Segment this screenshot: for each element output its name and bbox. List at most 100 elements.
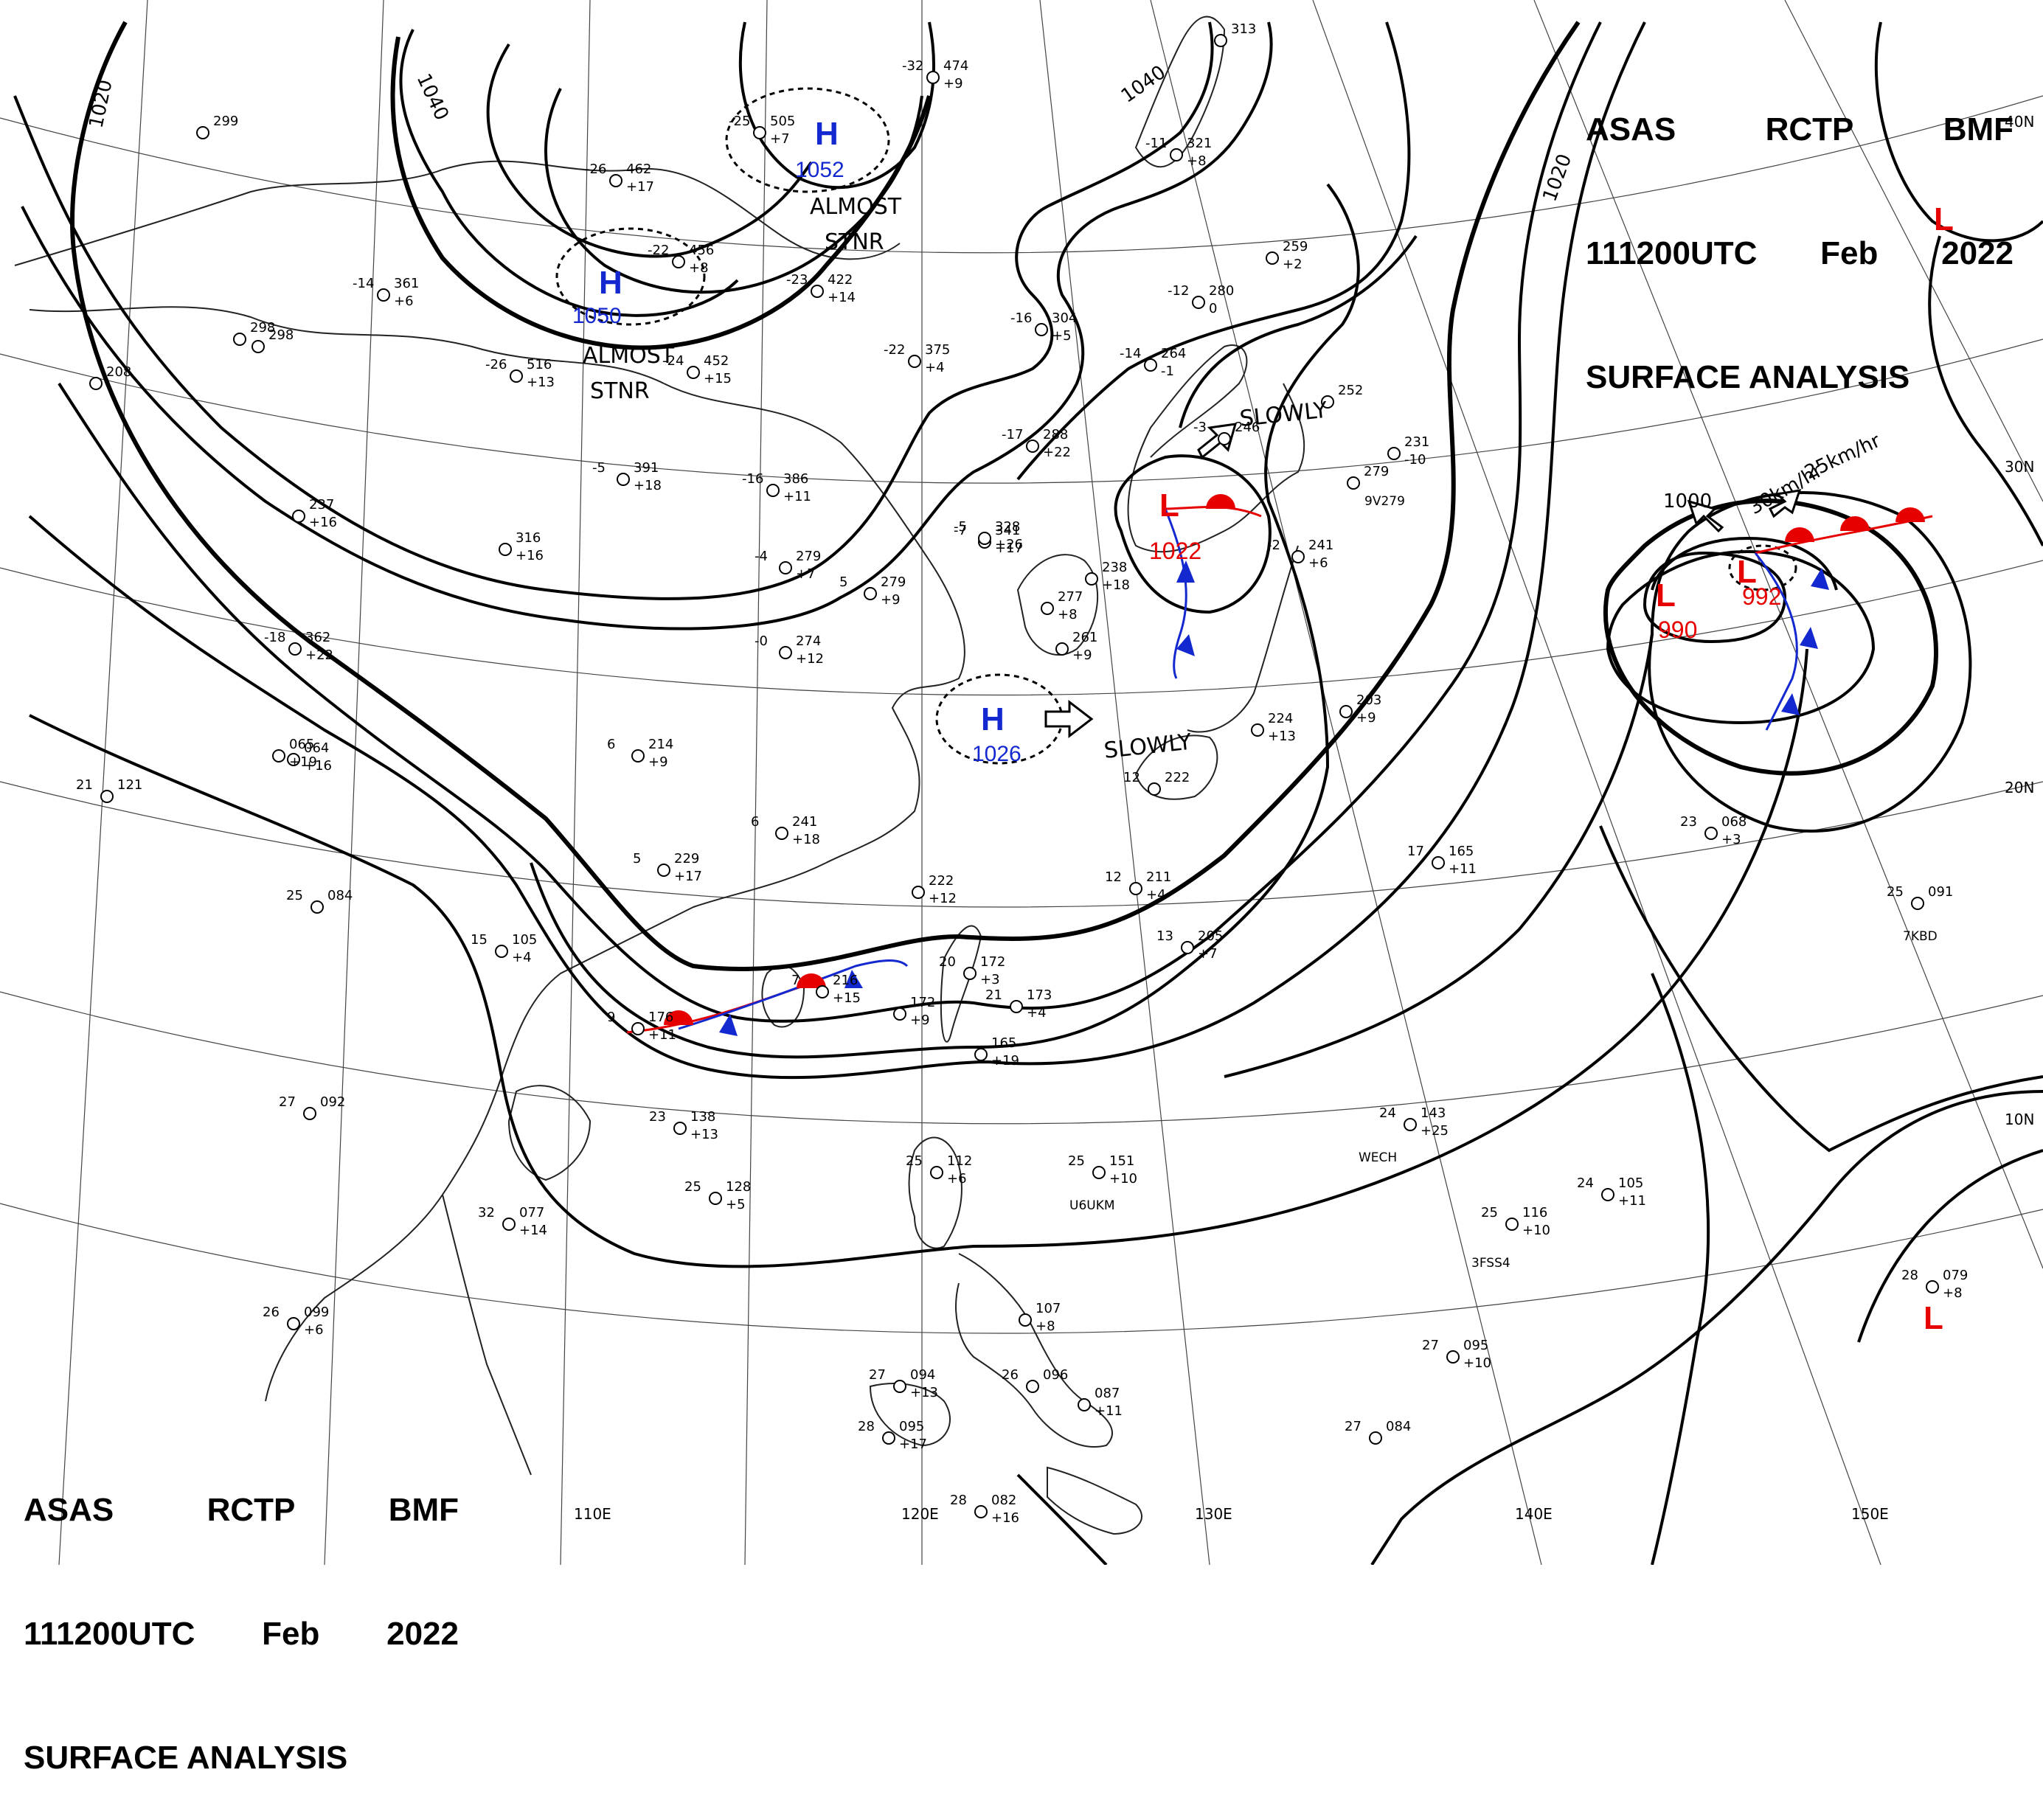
station-tendency: +22 [1043,445,1071,460]
station-tendency: +9 [943,76,963,91]
station-pressure: 241 [792,814,817,830]
station-tendency: +19 [991,1053,1019,1069]
station-pressure: 092 [320,1094,345,1110]
station-pressure: 165 [1449,844,1474,859]
high-symbol: H [815,116,839,152]
station-circle [287,753,300,766]
station-circle [499,543,512,556]
station-circle [1387,447,1401,460]
station-temp: 25 [286,888,303,903]
station-pressure: 313 [1231,21,1256,37]
station-pressure: 151 [1109,1153,1134,1169]
station-circle [1214,34,1227,47]
station-temp: -5 [592,460,606,476]
isobar-label: 1000 [1663,490,1712,513]
station-tendency: +11 [648,1027,676,1043]
station-temp: -14 [1120,346,1141,361]
station-circle [1291,550,1305,563]
station-pressure: 474 [943,58,968,74]
header-time: 111200UTC [24,1616,195,1652]
station-tendency: +6 [1308,555,1328,571]
header-month: Feb [262,1616,320,1652]
station-tendency: +3 [980,972,1000,987]
station-tendency: +26 [995,537,1023,552]
station-circle [1911,897,1924,910]
low-symbol: L [1737,554,1757,590]
station-pressure: 112 [947,1153,972,1169]
station-tendency: +8 [1058,607,1078,622]
station-pressure: 298 [268,327,294,343]
lon-label: 140E [1515,1505,1553,1523]
station-pressure: 172 [910,995,935,1010]
station-pressure: 274 [796,633,821,649]
station-circle [89,377,103,390]
station-temp: 28 [1901,1268,1918,1283]
station-pressure: 341 [995,523,1020,538]
station-circle [1926,1280,1939,1293]
station-pressure: 238 [1102,560,1127,575]
station-circle [1339,705,1353,718]
station-tendency: +16 [304,758,332,774]
header-top-right: ASAS RCTP BMF 111200UTC Feb 2022 SURFACE… [1586,27,2013,440]
lon-label: 110E [574,1505,611,1523]
station-temp: -18 [264,630,285,645]
station-temp: 25 [906,1153,923,1169]
station-temp: -24 [662,353,684,369]
lon-label: 130E [1195,1505,1232,1523]
station-pressure: 099 [304,1305,329,1320]
station-circle [510,369,523,383]
station-pressure: 279 [796,549,821,564]
lon-label: 150E [1851,1505,1889,1523]
station-circle [766,484,780,497]
station-temp: -22 [884,342,905,358]
station-pressure: 277 [1058,589,1083,605]
station-pressure: 288 [1043,427,1068,442]
station-tendency: +8 [1036,1319,1055,1334]
station-circle [978,532,991,545]
station-pressure: 216 [833,973,858,988]
ship-id: WECH [1359,1150,1397,1165]
station-temp: 27 [869,1367,886,1383]
station-temp: 5 [839,574,847,590]
high-value: 1052 [795,158,844,182]
station-tendency: +10 [1522,1223,1550,1238]
station-tendency: +13 [1268,729,1296,744]
station-pressure: 224 [1268,711,1293,726]
station-tendency: +4 [512,950,532,965]
ship-ids: WECH U6UKM 3FSS4 7KBD 9V279 [1069,494,1938,1271]
station-tendency: +2 [1283,257,1303,272]
station-circle [1505,1218,1519,1231]
station-tendency: +17 [995,541,1023,556]
station-circle [816,985,829,998]
header-bottom-left: ASAS RCTP BMF 111200UTC Feb 2022 SURFACE… [24,1407,459,1820]
station-circle [709,1192,722,1205]
annotation: ALMOST [810,194,902,220]
station-circle [672,255,685,268]
station-tendency: +5 [726,1197,746,1212]
station-tendency: +16 [991,1510,1019,1526]
station-temp: 24 [1577,1175,1594,1191]
station-circle [1041,602,1054,615]
station-circle [377,288,390,302]
lat-label: 20N [2005,779,2034,796]
station-temp: 12 [1105,869,1122,885]
station-tendency: +18 [792,832,820,847]
station-tendency: +15 [704,371,732,386]
low-symbol: L [1934,201,1954,237]
station-tendency: +5 [1052,328,1072,344]
ship-id: 3FSS4 [1471,1256,1510,1271]
station-pressure: 095 [1463,1338,1488,1353]
header-line-1: ASAS RCTP BMF [1586,109,2013,150]
station-tendency: +9 [881,592,901,608]
station-temp: -3 [1193,420,1207,435]
station-temp: 20 [939,954,956,970]
station-circle [1026,1380,1039,1393]
station-circle [811,285,824,298]
station-temp: -2 [1267,538,1280,553]
ship-id: 9V279 [1364,494,1405,509]
fronts [626,506,1933,1034]
station-temp: 24 [1379,1105,1396,1121]
front-symbols [664,494,1925,1036]
station-pressure: 361 [394,276,419,291]
station-pressure: 246 [1235,420,1260,435]
